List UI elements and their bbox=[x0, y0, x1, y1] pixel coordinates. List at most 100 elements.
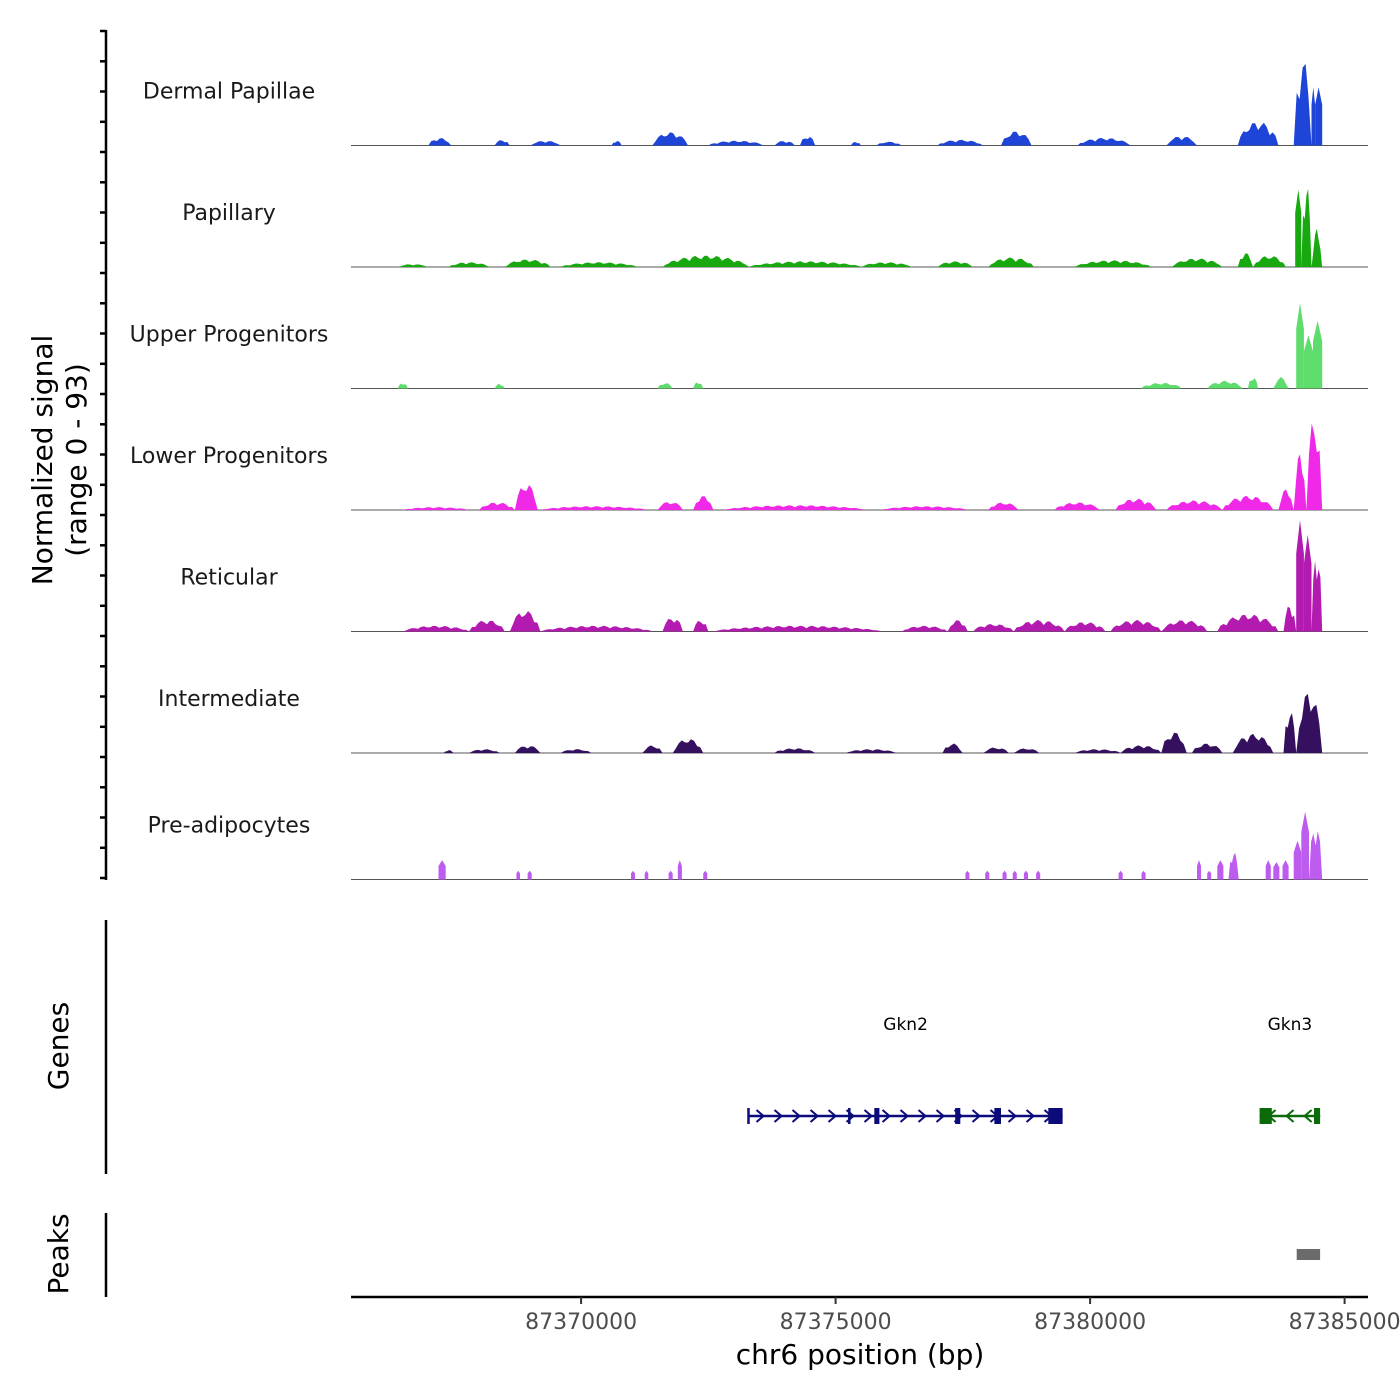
signal-peak bbox=[850, 142, 861, 146]
signal-peak bbox=[937, 261, 973, 267]
signal-peak bbox=[631, 870, 635, 880]
signal-peak bbox=[1217, 614, 1279, 632]
signal-peak bbox=[402, 625, 470, 632]
signal-peak bbox=[662, 619, 683, 632]
signal-peak bbox=[1232, 733, 1274, 753]
gene-exon bbox=[1259, 1108, 1272, 1124]
gene-gkn3: Gkn3 bbox=[1259, 1015, 1321, 1124]
strand-arrow bbox=[1303, 1109, 1313, 1123]
signal-peak bbox=[983, 747, 1009, 753]
strand-arrow bbox=[773, 1109, 784, 1123]
signal-peak bbox=[611, 141, 622, 146]
track-reticular: Reticular bbox=[180, 520, 1368, 632]
track-label: Upper Progenitors bbox=[130, 323, 329, 348]
strand-arrow bbox=[917, 1109, 928, 1123]
track-label: Dermal Papillae bbox=[143, 80, 315, 105]
peak-region bbox=[1296, 1249, 1321, 1260]
signal-peak bbox=[1278, 489, 1294, 510]
signal-peak bbox=[845, 749, 897, 753]
signal-peak bbox=[774, 141, 795, 146]
gene-exon bbox=[1314, 1108, 1321, 1124]
track-dermal-papillae: Dermal Papillae bbox=[143, 63, 1368, 146]
signal-peak bbox=[448, 262, 490, 267]
track-label: Reticular bbox=[180, 566, 278, 591]
strand-arrow bbox=[899, 1109, 910, 1123]
signal-peak bbox=[494, 140, 510, 146]
signal-peak bbox=[1118, 870, 1123, 880]
signal-peak bbox=[1197, 860, 1201, 880]
x-tick-label: 87385000 bbox=[1289, 1310, 1400, 1335]
signal-peak bbox=[514, 746, 541, 753]
signal-peak bbox=[988, 257, 1035, 267]
strand-arrow bbox=[971, 1109, 982, 1123]
strand-arrow bbox=[827, 1109, 838, 1123]
track-label: Pre-adipocytes bbox=[148, 814, 311, 839]
signal-peak bbox=[1074, 260, 1152, 267]
signal-peak bbox=[657, 383, 673, 389]
strand-arrow bbox=[809, 1109, 820, 1123]
signal-peak bbox=[1141, 870, 1146, 880]
signal-peak bbox=[1237, 122, 1279, 146]
signal-peak bbox=[1311, 561, 1323, 632]
signal-peak bbox=[1237, 253, 1253, 267]
strand-arrow bbox=[755, 1109, 766, 1123]
signal-peak bbox=[1311, 87, 1316, 146]
signal-peak bbox=[1273, 862, 1280, 880]
signal-peak bbox=[1293, 840, 1302, 880]
strand-arrow bbox=[1285, 1109, 1295, 1123]
signal-peak bbox=[1311, 228, 1323, 267]
signal-peak bbox=[1023, 870, 1028, 880]
signal-peak bbox=[540, 625, 653, 632]
signal-peak bbox=[1002, 870, 1007, 880]
signal-peak bbox=[1283, 606, 1297, 632]
signal-peak bbox=[1161, 620, 1208, 632]
signal-peak bbox=[1171, 258, 1223, 267]
strand-arrow bbox=[881, 1109, 892, 1123]
signal-peak bbox=[469, 620, 505, 632]
signal-peak bbox=[937, 139, 984, 146]
signal-peak bbox=[861, 262, 912, 267]
signal-peak bbox=[1222, 495, 1274, 510]
track-upper-progenitors: Upper Progenitors bbox=[130, 303, 1368, 389]
signal-peak bbox=[1282, 860, 1289, 880]
signal-peak bbox=[652, 132, 688, 146]
signal-peak bbox=[713, 625, 882, 632]
signal-peak bbox=[693, 620, 709, 632]
signal-peak bbox=[703, 870, 708, 880]
signal-peak bbox=[1207, 870, 1212, 880]
x-tick-label: 87380000 bbox=[1034, 1310, 1146, 1335]
signal-peak bbox=[479, 502, 515, 510]
signal-peak bbox=[560, 262, 638, 267]
gene-exon bbox=[994, 1108, 1001, 1124]
signal-peak bbox=[1303, 534, 1312, 632]
strand-arrow bbox=[791, 1109, 802, 1123]
signal-peak bbox=[1253, 256, 1286, 267]
x-axis-ticks: 87370000 87375000 87380000 87385000 bbox=[525, 1297, 1400, 1335]
signal-peak bbox=[985, 870, 990, 880]
gene-label: Gkn3 bbox=[1268, 1015, 1313, 1035]
signal-peak bbox=[799, 137, 816, 146]
genes-track: Gkn2 Gkn3 bbox=[747, 1015, 1321, 1124]
strand-arrow bbox=[1007, 1109, 1018, 1123]
gene-exon bbox=[955, 1108, 961, 1124]
signal-peak bbox=[504, 259, 551, 267]
signal-peak bbox=[1265, 860, 1271, 880]
signal-peak bbox=[1295, 189, 1302, 267]
signal-peak bbox=[1141, 383, 1182, 389]
signal-peak bbox=[1036, 870, 1041, 880]
signal-peak bbox=[1110, 619, 1162, 632]
signal-peak bbox=[1013, 619, 1065, 632]
peaks-track bbox=[1296, 1249, 1321, 1260]
signal-peak bbox=[774, 748, 816, 753]
signal-peak bbox=[965, 870, 970, 880]
signal-peak bbox=[1301, 188, 1312, 267]
signal-peak bbox=[1166, 500, 1223, 510]
signal-peak bbox=[1207, 380, 1243, 389]
peaks-track-title: Peaks bbox=[42, 1213, 75, 1294]
signal-peak bbox=[527, 870, 532, 880]
track-pre-adipocytes: Pre-adipocytes bbox=[148, 811, 1368, 880]
y-axis-range-label: (range 0 - 93) bbox=[60, 363, 93, 557]
signal-peak bbox=[438, 860, 446, 880]
signal-peak bbox=[657, 502, 683, 510]
